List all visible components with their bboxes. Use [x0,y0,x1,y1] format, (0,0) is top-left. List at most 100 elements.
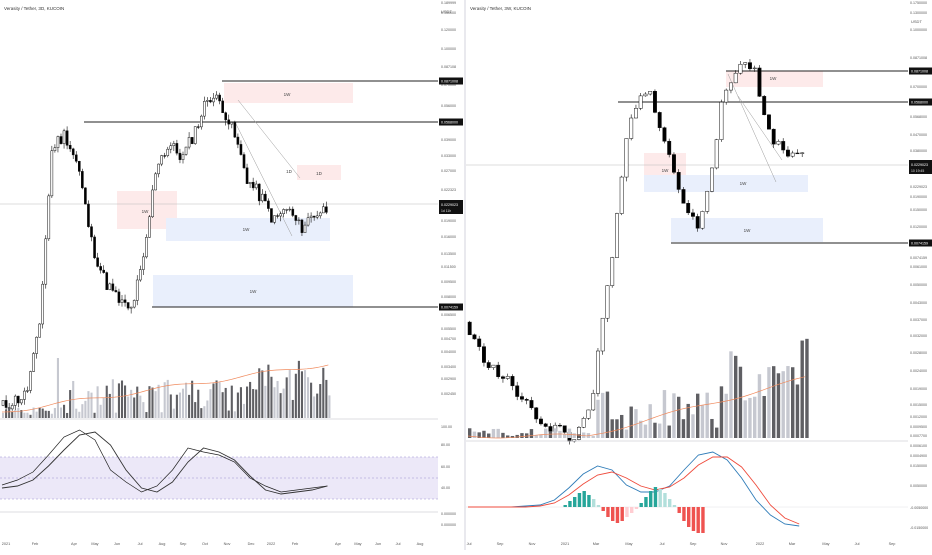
left-candle [59,136,63,144]
volume-bar [35,411,38,418]
volume-bar [133,397,136,418]
left-price-scale-label: 0.002900 [441,377,456,381]
right-candle [757,67,762,97]
volume-bar [29,414,32,418]
left-candle [242,154,246,169]
channel-line [235,123,293,237]
right-candle [790,152,795,157]
left-candle [142,256,145,270]
right-candle [548,426,553,432]
left-candle [50,150,54,197]
left-x-axis-label: Nov [224,542,231,546]
left-candle [151,189,154,218]
volume-bar [482,430,486,438]
left-chart-panel[interactable]: Verasity / Tether, 3D, KUCOIN USDT 1W 1W 1… [0,0,464,550]
left-candle [35,336,38,354]
left-candle [126,302,130,309]
right-price-scale-label: 0.0006100 [910,444,927,448]
volume-bar [786,366,790,438]
right-candle [577,427,581,440]
left-candle [196,126,200,128]
left-candle [96,257,99,267]
volume-bar [267,364,270,418]
right-candle [477,338,482,347]
left-price-scale-label: 0.004000 [441,350,456,354]
volume-bar [615,419,619,438]
volume-bar [221,392,224,418]
macd-histogram-bar [601,507,605,511]
volume-bar [316,393,319,418]
volume-bar [605,391,610,438]
volume-bar [800,340,804,438]
left-candle [175,143,179,154]
macd-histogram-bar [672,505,677,507]
volume-bar [124,385,127,418]
volume-bar [734,355,738,438]
left-price-scale-label: 0.100000 [441,47,456,51]
level-price-label: 0.0871008 [441,80,458,84]
right-price-scale-label: 0.0032000 [910,334,927,338]
left-candle [239,144,243,155]
left-candle [297,219,301,222]
volume-bar [111,379,114,418]
left-x-axis-label: Aug [159,542,166,546]
volume-bar [249,381,252,418]
volume-bar [534,435,538,438]
right-chart-panel[interactable]: Verasity / Tether, 3W, KUCOIN USDT 1W 1W 1… [466,0,932,550]
right-candle [529,400,534,409]
macd-histogram-bar [563,505,567,507]
last-price-label: 0.0229023 [441,203,458,207]
macd-histogram-bar [592,499,596,507]
volume-bar [567,428,572,438]
volume-bar [90,392,93,418]
left-price-scale-label: 0.189999 [441,1,456,5]
left-candle [300,219,304,233]
macd-histogram-bar [677,507,681,513]
left-candle [187,137,191,148]
left-candle [200,115,203,128]
right-x-axis-label: Sep [497,542,504,546]
left-candle [172,143,176,146]
volume-bar [624,429,629,438]
channel-line [727,73,777,183]
volume-bar [142,402,145,418]
zone-label: 1W [740,181,748,186]
macd-histogram-bar [658,489,662,507]
right-candle [691,212,695,217]
right-candle [700,211,705,229]
left-candle [184,146,188,155]
left-x-axis-label: Jun [114,542,120,546]
right-price-scale-label: 0.0037000 [910,318,927,322]
macd-histogram-bar [696,507,700,533]
right-candle [776,141,781,145]
panel-divider [464,0,466,550]
left-candle [65,130,69,146]
left-candle [20,399,23,404]
macd-histogram-bar [606,507,610,517]
rsi-line [1,429,328,493]
left-price-scale-label: 0.087108 [441,65,456,69]
volume-bar [285,377,288,418]
volume-bar [38,407,41,418]
volume-bar [596,399,600,438]
right-x-axis-label: May [625,542,632,546]
left-candle [227,119,231,125]
left-candle [99,266,102,271]
right-chart-svg[interactable]: Verasity / Tether, 3W, KUCOIN USDT 1W 1W 1… [466,0,932,550]
volume-bar [59,407,63,418]
right-price-scale-label: 0.0019000 [910,387,927,391]
channel-line [737,95,783,161]
volume-bar [273,387,276,418]
volume-bar [748,397,752,438]
volume-bar [151,387,154,418]
rsi-ma-line [1,431,328,495]
left-candle [117,291,121,303]
volume-bar [145,412,148,418]
left-candle [276,215,279,217]
demand-zone [644,175,808,192]
volume-bar [2,412,5,418]
volume-bar [648,404,652,438]
left-chart-svg[interactable]: Verasity / Tether, 3D, KUCOIN USDT 1W 1W 1… [0,0,464,550]
right-price-scale-label: 0.0229023 [910,185,927,189]
volume-bar [577,434,581,438]
